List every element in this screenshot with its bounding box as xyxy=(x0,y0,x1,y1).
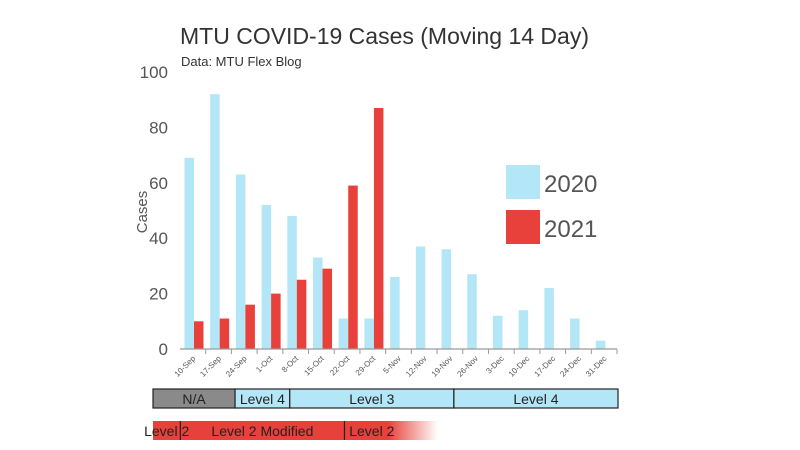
chart-subtitle: Data: MTU Flex Blog xyxy=(181,54,302,69)
bar-2020 xyxy=(235,174,246,349)
bar-2021 xyxy=(271,293,281,349)
bar-2021 xyxy=(194,321,204,349)
bar-2020 xyxy=(390,276,400,349)
bar-2020 xyxy=(313,257,323,349)
alert-level-bands: N/A Level 4 Level 3 Level 4 Level 2 Level 2 M… xyxy=(144,388,619,440)
level-2021-band-fade xyxy=(388,421,438,440)
x-tick-label: 22-Oct xyxy=(328,354,352,378)
x-tick-label: 5-Nov xyxy=(381,354,402,375)
x-tick-label: 29-Oct xyxy=(354,354,378,378)
legend-swatch-2020 xyxy=(506,165,540,199)
level-2020-label: N/A xyxy=(182,391,206,407)
y-tick-label: 20 xyxy=(149,285,168,304)
x-tick-label: 10-Dec xyxy=(507,354,532,379)
legend-label-2020: 2020 xyxy=(544,171,597,198)
chart-title: MTU COVID-19 Cases (Moving 14 Day) xyxy=(180,23,589,49)
level-2021-label: Level 2 Modified xyxy=(211,423,313,439)
bar-2020 xyxy=(364,318,374,349)
x-tick-label: 17-Dec xyxy=(533,354,558,379)
level-2020-band xyxy=(453,388,619,409)
y-tick-label: 0 xyxy=(159,340,168,359)
y-tick-label: 60 xyxy=(149,174,168,193)
x-tick-label: 31-Dec xyxy=(584,354,609,379)
bar-2020 xyxy=(467,274,477,349)
y-tick-label: 40 xyxy=(149,229,168,248)
x-tick-label: 24-Sep xyxy=(224,354,249,379)
bar-2020 xyxy=(492,315,503,349)
bar-2020 xyxy=(441,249,452,349)
bar-2020 xyxy=(287,216,297,349)
y-tick-label: 100 xyxy=(140,63,168,82)
bar-2021 xyxy=(296,279,307,349)
bar-2021 xyxy=(245,304,255,349)
x-tick-label: 8-Oct xyxy=(280,354,301,375)
x-tick-label: 3-Dec xyxy=(484,354,505,375)
y-axis-label: Cases xyxy=(134,191,151,234)
x-tick-label: 1-Oct xyxy=(254,354,275,375)
x-tick-label: 17-Sep xyxy=(198,354,223,379)
bar-2021 xyxy=(219,318,230,349)
level-2021-band xyxy=(153,421,388,440)
x-tick-label: 24-Dec xyxy=(558,354,583,379)
x-tick-label: 15-Oct xyxy=(302,354,326,378)
bar-2020 xyxy=(184,157,194,349)
x-tick-label: 12-Nov xyxy=(404,354,429,379)
bar-2020 xyxy=(338,318,349,349)
x-tick-label: 19-Nov xyxy=(430,354,455,379)
bars xyxy=(184,94,606,349)
bar-2020 xyxy=(415,246,426,349)
y-axis-ticks: 0 20 40 60 80 100 xyxy=(140,63,168,359)
level-2021-label: Level 2 xyxy=(144,423,189,439)
bar-2020 xyxy=(570,318,580,349)
legend: 2020 2021 xyxy=(506,165,597,244)
level-2020-label: Level 4 xyxy=(513,391,558,407)
bar-2021 xyxy=(348,185,358,349)
x-tick-label: 26-Nov xyxy=(455,354,480,379)
level-2020-label: Level 4 xyxy=(240,391,285,407)
bar-2020 xyxy=(261,204,272,349)
x-tick-label: 10-Sep xyxy=(173,354,198,379)
y-tick-label: 80 xyxy=(149,118,168,137)
legend-swatch-2021 xyxy=(506,210,540,244)
bar-2021 xyxy=(373,108,384,349)
bar-2021 xyxy=(322,268,333,349)
x-axis-ticks: 10-Sep 17-Sep 24-Sep 1-Oct 8-Oct 15-Oct 22-Oct… xyxy=(173,349,618,379)
level-2020-label: Level 3 xyxy=(349,391,394,407)
bar-2020 xyxy=(595,340,606,349)
legend-label-2021: 2021 xyxy=(544,216,597,243)
bar-2020 xyxy=(210,94,220,349)
bar-2020 xyxy=(544,288,554,349)
level-2021-label: Level 2 xyxy=(349,423,394,439)
bar-2020 xyxy=(518,310,529,349)
